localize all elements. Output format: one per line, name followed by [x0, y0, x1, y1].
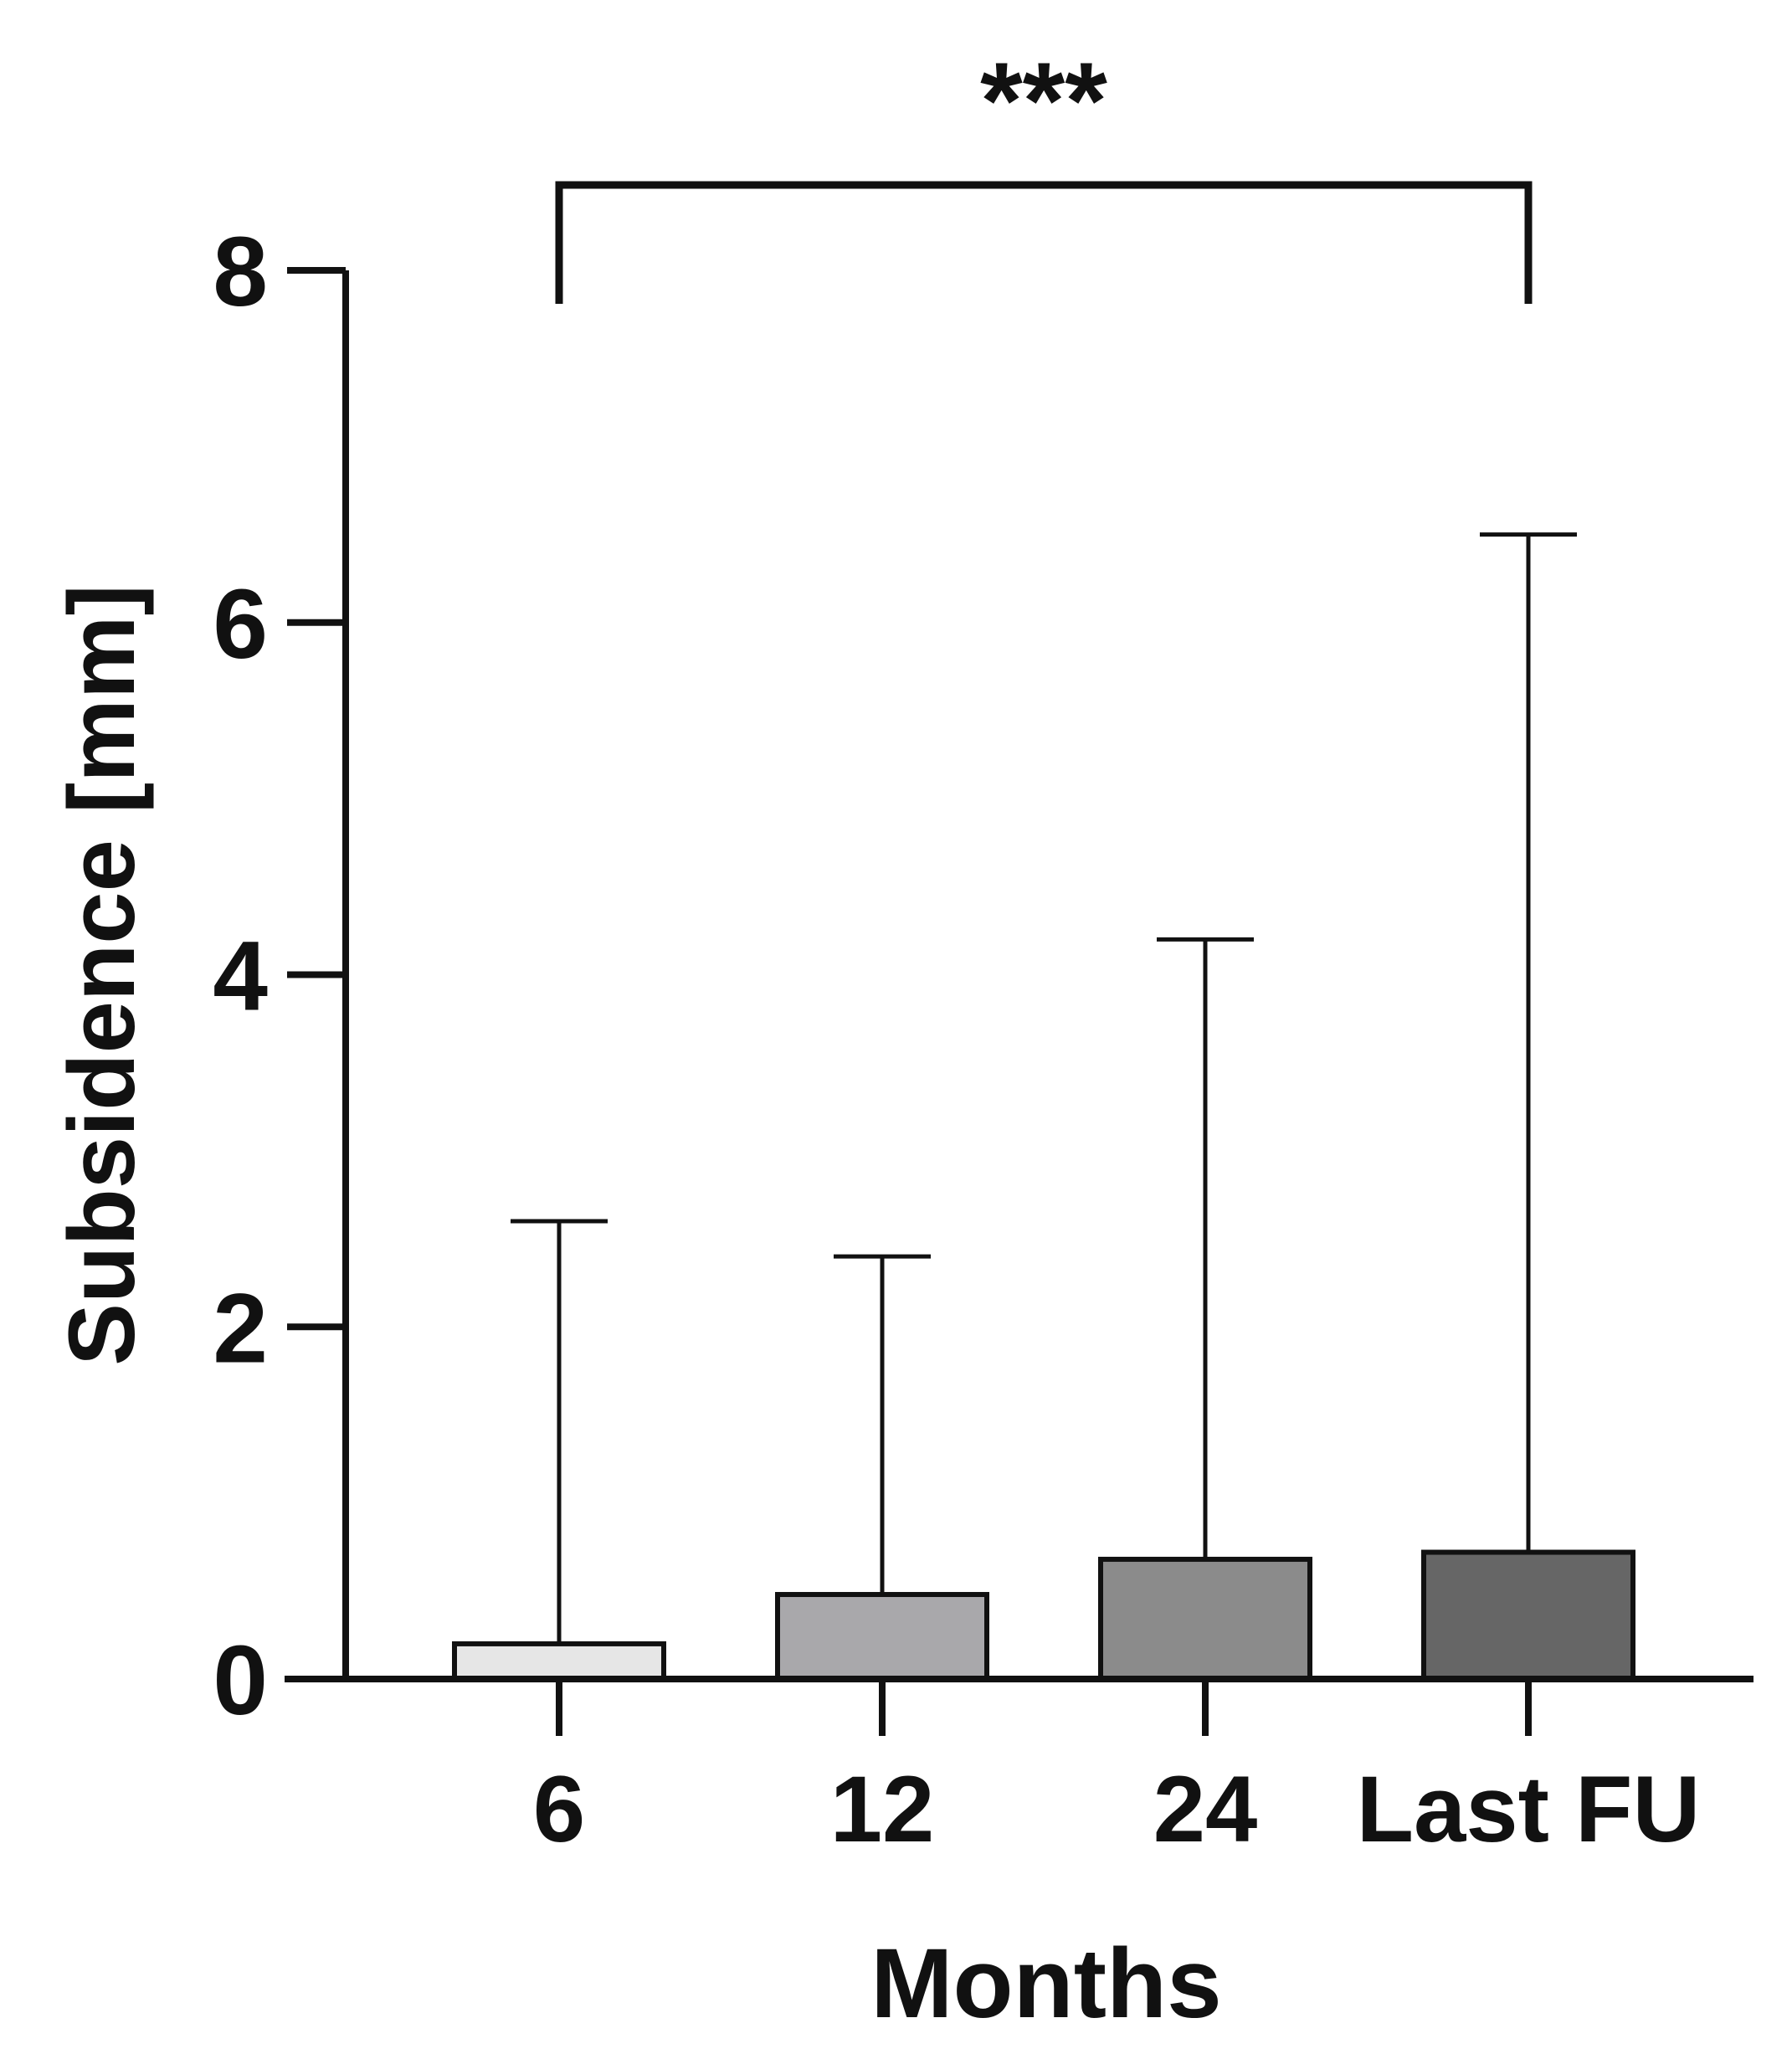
x-axis-label: Months: [870, 1928, 1221, 2039]
y-tick-label: 0: [213, 1625, 268, 1736]
y-axis-label: Subsidence [mm]: [49, 584, 154, 1366]
error-bars: [511, 532, 1577, 1644]
y-tick-label: 8: [213, 217, 268, 327]
y-tick-label: 6: [213, 569, 268, 680]
x-tick-label: 12: [830, 1757, 935, 1861]
bar-24: [1098, 1556, 1312, 1682]
x-tick-label: 6: [533, 1757, 585, 1861]
bar-last-fu: [1421, 1549, 1635, 1682]
axes: [285, 270, 1753, 1682]
y-tick-label: 4: [213, 922, 268, 1032]
x-tick-label: 24: [1153, 1757, 1258, 1861]
significance-bracket: [555, 181, 1533, 304]
y-ticks: 0 2 4 6 8: [213, 217, 346, 1736]
significance-bracket-line: [555, 181, 1533, 304]
bar-6: [452, 1641, 666, 1682]
x-ticks: 6 12 24 Last FU: [533, 1679, 1701, 1861]
bar-12: [775, 1592, 989, 1682]
significance-label: ***: [980, 39, 1107, 162]
x-tick-label: Last FU: [1357, 1757, 1701, 1861]
bars: [452, 1549, 1635, 1682]
y-tick-label: 2: [213, 1273, 268, 1384]
